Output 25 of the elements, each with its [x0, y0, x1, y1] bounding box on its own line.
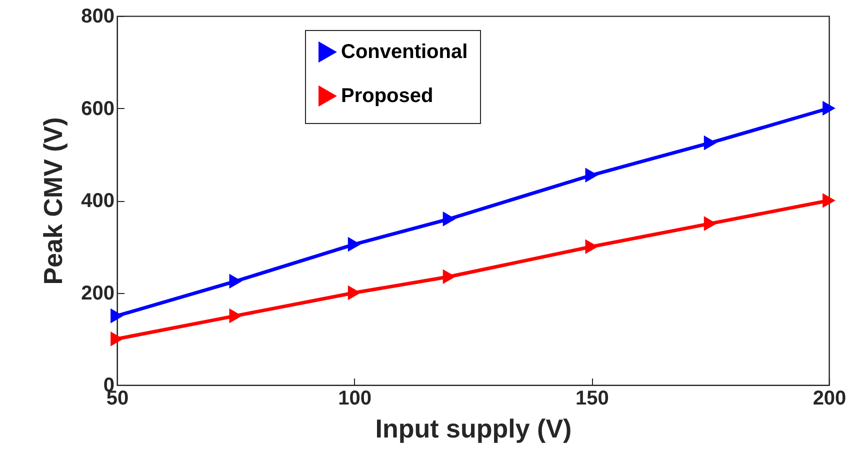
point [704, 216, 717, 231]
y-axis-title: Peak CMV (V) [38, 117, 68, 285]
legend-label: Conventional [341, 41, 468, 63]
point [442, 212, 456, 226]
point [110, 331, 124, 346]
point [822, 193, 836, 208]
y-tick-label: 600 [81, 98, 114, 120]
point [229, 308, 242, 324]
x-tick-label: 200 [812, 388, 846, 410]
point [585, 239, 598, 254]
point [704, 135, 717, 150]
x-tick-label: 100 [338, 388, 372, 410]
y-tick-label: 800 [81, 6, 114, 28]
point [348, 285, 361, 300]
point [585, 168, 598, 183]
point [442, 269, 456, 284]
y-tick-label: 200 [81, 282, 114, 304]
y-tick-label: 400 [81, 190, 114, 212]
point [229, 274, 242, 289]
x-tick-label: 150 [575, 388, 609, 410]
point [822, 100, 836, 116]
point [110, 308, 124, 324]
point [348, 236, 361, 252]
x-axis-title: Input supply (V) [375, 414, 572, 444]
legend-label: Proposed [341, 85, 434, 107]
